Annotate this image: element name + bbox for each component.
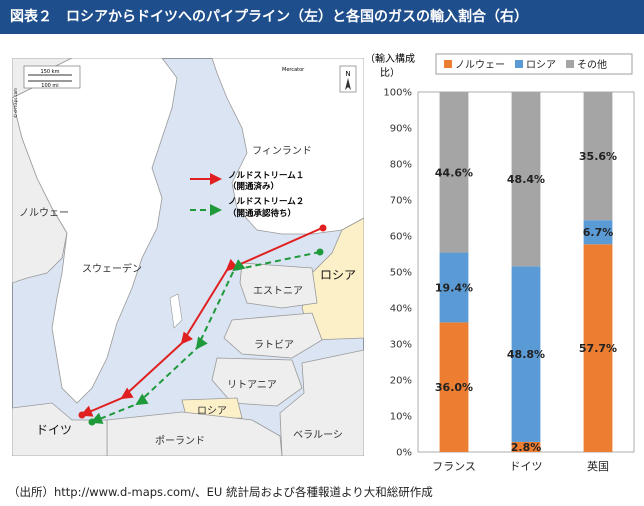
y-tick-label: 90% (390, 124, 412, 135)
label-germany: ドイツ (36, 423, 72, 437)
projection-label: Mercator (282, 67, 305, 73)
data-label: 35.6% (579, 150, 617, 163)
north-label: N (345, 70, 350, 78)
legend-line1-status: （開通済み） (228, 181, 279, 192)
bar-segment (511, 92, 541, 267)
label-latvia: ラトビア (254, 339, 294, 351)
scale-km: 150 km (41, 69, 60, 75)
data-label: 48.4% (507, 173, 545, 186)
start-point-red (319, 224, 327, 232)
y-tick-label: 10% (390, 412, 412, 423)
data-label: 6.7% (583, 226, 614, 239)
y-axis-title-line2: 比） (380, 67, 400, 79)
source-note: （出所）http://www.d-maps.com/、EU 統計局および各種報道… (8, 485, 433, 499)
label-lithuania: リトアニア (227, 380, 277, 391)
map-canvas: 150 km 100 mi Mercator © d-maps.com N ノル… (11, 57, 365, 457)
bar-segment (511, 441, 541, 452)
import-share-chart: （輸入構成 比） ノルウェー ロシア その他 0% 10% 20% 30% 40% 50% 60… (365, 40, 642, 480)
label-russia-main: ロシア (320, 268, 356, 282)
legend-line2-status: （開通承認待ち） (228, 208, 296, 219)
y-tick-label: 70% (390, 196, 412, 207)
legend-swatch (444, 60, 452, 68)
y-axis-title-line1: （輸入構成 (372, 52, 415, 65)
legend-line1-label: ノルドストリーム１ (228, 170, 304, 181)
bar-segment (583, 92, 613, 221)
legend-swatch (515, 60, 523, 68)
data-label: 19.4% (435, 281, 473, 294)
y-tick-label: 20% (390, 376, 412, 387)
legend-swatch (566, 60, 574, 68)
data-label: 57.7% (579, 342, 617, 355)
scale-mi: 100 mi (41, 83, 58, 89)
data-label: 2.8% (511, 441, 542, 454)
end-point-green (88, 418, 96, 426)
label-russia-kaliningrad: ロシア (197, 406, 227, 417)
label-norway: ノルウェー (19, 207, 69, 219)
legend-line2-label: ノルドストリーム２ (228, 196, 304, 207)
y-tick-label: 100% (383, 88, 412, 99)
x-tick-label: 英国 (587, 459, 609, 473)
data-label: 48.8% (507, 348, 545, 361)
end-point-red (78, 411, 86, 419)
bar-segment (583, 244, 613, 452)
legend-label: ノルウェー (455, 59, 505, 71)
data-label: 36.0% (435, 381, 473, 394)
y-tick-label: 0% (396, 448, 412, 459)
y-tick-label: 50% (390, 268, 412, 279)
x-tick-label: ドイツ (510, 460, 543, 473)
bar-segment (511, 266, 541, 442)
chart-canvas: （輸入構成 比） ノルウェー ロシア その他 0% 10% 20% 30% 40% 50% 60… (365, 52, 635, 473)
copyright-label: © d-maps.com (13, 88, 18, 118)
bar-segment (583, 220, 613, 245)
bar-segment (439, 322, 469, 452)
bar-segment (439, 92, 469, 253)
figure-title: 図表２ ロシアからドイツへのパイプライン（左）と各国のガスの輸入割合（右） (0, 0, 644, 34)
legend-box (435, 53, 633, 75)
pipeline-map: 150 km 100 mi Mercator © d-maps.com N ノル… (11, 57, 365, 457)
y-tick-label: 40% (390, 304, 412, 315)
label-finland: フィンランド (252, 145, 312, 157)
start-point-green (316, 248, 324, 256)
sweden-land (11, 57, 178, 404)
y-tick-label: 80% (390, 160, 412, 171)
scale-box (23, 65, 81, 89)
y-tick-label: 60% (390, 232, 412, 243)
label-sweden: スウェーデン (82, 262, 142, 275)
bar-segment (439, 252, 469, 323)
x-tick-label: フランス (432, 460, 476, 473)
legend-label: その他 (577, 58, 607, 71)
legend-label: ロシア (526, 60, 556, 71)
data-label: 44.6% (435, 166, 473, 179)
label-estonia: エストニア (253, 286, 303, 297)
y-tick-label: 30% (390, 340, 412, 351)
label-belarus: ベラルーシ (293, 429, 343, 441)
nordstream2-line (90, 251, 321, 424)
label-poland: ポーランド (155, 435, 205, 447)
